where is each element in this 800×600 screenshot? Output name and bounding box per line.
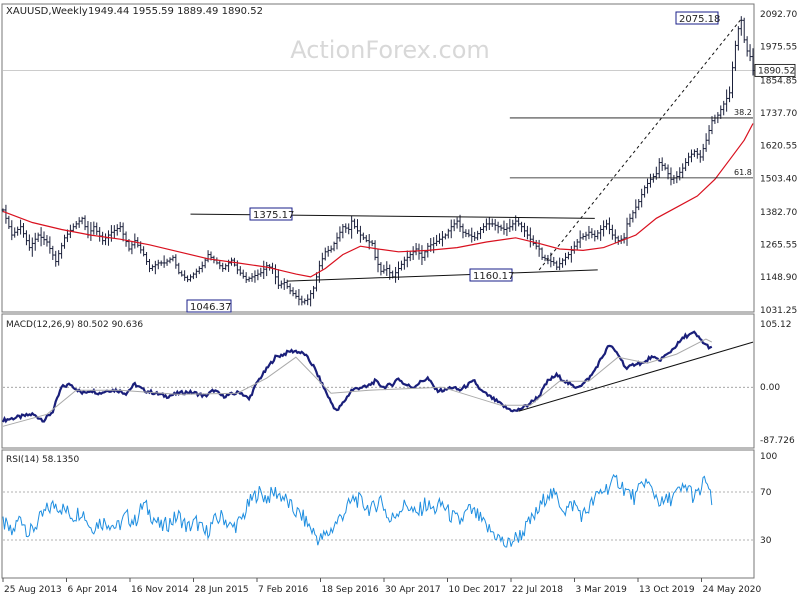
x-tick-label: 18 Sep 2016 — [322, 585, 379, 595]
rsi-line — [2, 473, 713, 548]
price-y-tick: 1148.90 — [760, 273, 797, 283]
price-y-tick: 1620.55 — [760, 142, 797, 152]
price-y-tick: 1031.25 — [760, 306, 797, 316]
rsi-y-tick: 100 — [760, 452, 777, 462]
x-tick-label: 7 Feb 2016 — [258, 585, 309, 595]
price-level-label: 1160.17 — [473, 271, 514, 282]
price-y-tick: 2092.70 — [760, 10, 797, 20]
fib-level-label: 61.8 — [734, 168, 752, 177]
price-trendline — [538, 18, 742, 271]
price-level-label: 2075.18 — [679, 14, 720, 25]
x-tick-label: 6 Apr 2014 — [68, 585, 118, 595]
x-axis: 25 Aug 2013 6 Apr 2014 16 Nov 2014 28 Jun 2… — [2, 578, 762, 595]
current-price-label: 1890.52 — [758, 66, 795, 76]
header-ohlc: 1949.44 1955.59 1889.49 1890.52 — [88, 6, 263, 17]
price-y-tick: 1503.40 — [760, 174, 797, 184]
macd-trendline — [518, 341, 754, 412]
price-y-tick: 1382.70 — [760, 208, 797, 218]
price-trendline — [287, 269, 598, 282]
price-panel-frame — [1, 3, 755, 313]
header-symbol: XAUUSD,Weekly — [6, 6, 88, 17]
rsi-panel-frame — [1, 449, 755, 579]
price-panel: 2092.70 1975.55 1854.85 1737.70 1620.55 1503.… — [1, 10, 797, 316]
x-tick-label: 3 Mar 2019 — [576, 585, 628, 595]
rsi-title: RSI(14) 58.1350 — [6, 455, 79, 465]
x-tick-label: 24 May 2020 — [703, 585, 762, 595]
x-tick-label: 10 Dec 2017 — [449, 585, 507, 595]
price-level-box — [675, 11, 719, 25]
macd-panel: 105.12 0.00 -87.726 — [1, 320, 795, 446]
macd-line — [1, 330, 713, 424]
x-tick-label: 28 Jun 2015 — [195, 585, 249, 595]
moving-average-line — [2, 123, 754, 278]
price-y-tick: 1975.55 — [760, 43, 797, 53]
fib-level-label: 38.2 — [734, 108, 752, 117]
price-level-label: 1046.37 — [190, 302, 231, 313]
macd-y-tick: 105.12 — [760, 320, 792, 330]
price-level-box — [186, 299, 232, 313]
price-y-tick: 1265.55 — [760, 241, 797, 251]
x-tick-label: 22 Jul 2018 — [512, 585, 563, 595]
price-y-tick: 1737.70 — [760, 109, 797, 119]
macd-y-tick: -87.726 — [760, 436, 795, 446]
price-level-label: 1375.17 — [253, 210, 294, 221]
macd-title: MACD(12,26,9) 80.502 90.636 — [6, 320, 143, 330]
current-price-box — [754, 63, 796, 77]
rsi-y-tick: 70 — [760, 488, 772, 498]
price-level-box — [249, 207, 293, 221]
watermark: ActionForex.com — [290, 36, 490, 64]
x-tick-label: 25 Aug 2013 — [4, 585, 62, 595]
rsi-y-tick: 30 — [760, 536, 772, 546]
macd-panel-frame — [1, 313, 755, 449]
price-level-box — [469, 268, 513, 282]
x-tick-label: 30 Apr 2017 — [385, 585, 441, 595]
price-y-tick: 1854.85 — [760, 76, 797, 86]
x-tick-label: 13 Oct 2019 — [639, 585, 695, 595]
x-tick-label: 16 Nov 2014 — [131, 585, 189, 595]
rsi-panel: 100 70 30 — [2, 452, 777, 548]
macd-y-tick: 0.00 — [760, 383, 780, 393]
macd-signal-line — [2, 338, 713, 427]
